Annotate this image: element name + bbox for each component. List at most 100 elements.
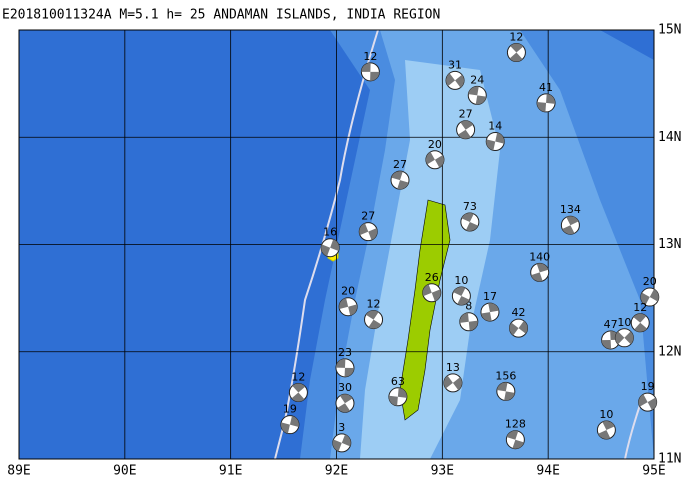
depth-label: 12	[633, 301, 647, 314]
beachball-wedge	[649, 289, 659, 302]
depth-label: 12	[291, 371, 305, 384]
depth-label: 12	[509, 31, 523, 44]
beachball-wedge	[321, 244, 331, 257]
depth-label: 20	[341, 285, 355, 298]
beachball: 13	[443, 361, 463, 393]
beachball: 41	[536, 81, 556, 113]
beachball-wedge	[431, 289, 441, 302]
depth-label: 10	[599, 408, 613, 421]
map-title: E201810011324A M=5.1 h= 25 ANDAMAN ISLAN…	[2, 8, 440, 23]
beachball-wedge	[459, 312, 469, 323]
depth-label: 26	[425, 271, 439, 284]
beachball: 26	[422, 271, 442, 303]
beachball-wedge	[602, 421, 615, 431]
lon-label: 91E	[219, 464, 242, 479]
depth-label: 27	[361, 210, 375, 223]
beachball-wedge	[475, 95, 487, 105]
lat-label: 14N	[658, 130, 681, 145]
beachball-wedge	[452, 377, 462, 391]
beachball: 19	[280, 403, 300, 435]
beachball: 20	[338, 285, 358, 317]
beachball: 156	[495, 369, 516, 401]
beachball: 42	[509, 306, 529, 338]
beachball-wedge	[495, 132, 505, 144]
depth-label: 128	[505, 418, 526, 431]
beachball-wedge	[292, 383, 306, 393]
lat-label: 13N	[658, 237, 681, 252]
lon-label: 95E	[642, 464, 665, 479]
beachball-wedge	[457, 295, 470, 305]
depth-label: 27	[393, 158, 407, 171]
beachball-wedge	[397, 180, 409, 190]
beachball: 10	[596, 408, 616, 440]
beachball-wedge	[335, 358, 346, 368]
depth-label: 3	[338, 421, 345, 434]
beachball-wedge	[453, 286, 466, 296]
beachball-wedge	[368, 319, 382, 329]
lat-label: 15N	[658, 23, 681, 38]
beachball-wedge	[633, 313, 647, 323]
depth-label: 19	[641, 380, 655, 393]
depth-label: 23	[338, 346, 352, 359]
beachball-wedge	[512, 439, 524, 449]
beachball-wedge	[458, 129, 471, 139]
depth-label: 73	[463, 200, 477, 213]
depth-label: 19	[283, 403, 297, 416]
beachball-wedge	[461, 212, 474, 222]
beachball-wedge	[330, 239, 340, 252]
beachball-wedge	[359, 223, 369, 236]
beachball: 73	[460, 200, 480, 232]
depth-label: 10	[454, 274, 468, 287]
beachball: 12	[630, 301, 650, 333]
beachball-wedge	[509, 322, 519, 336]
beachball-wedge	[348, 304, 358, 316]
beachball: 16	[320, 226, 340, 258]
beachball-wedge	[634, 322, 648, 332]
beachball-wedge	[291, 392, 305, 402]
beachball-wedge	[546, 93, 556, 104]
depth-label: 20	[428, 138, 442, 151]
lat-label: 11N	[658, 452, 681, 467]
beachball: 14	[485, 120, 505, 152]
beachball: 27	[358, 210, 378, 242]
beachball-wedge	[289, 415, 299, 427]
depth-label: 14	[488, 120, 502, 133]
beachball: 17	[480, 290, 500, 322]
trench	[624, 404, 641, 460]
beachball: 20	[425, 138, 445, 170]
lon-label: 94E	[536, 464, 559, 479]
beachball: 31	[445, 58, 465, 90]
depth-label: 140	[529, 250, 550, 263]
beachball-wedge	[341, 434, 351, 447]
beachball-wedge	[337, 403, 350, 413]
depth-label: 20	[643, 275, 657, 288]
depth-label: 63	[391, 375, 405, 388]
beachball-wedge	[425, 151, 435, 165]
depth-label: 16	[323, 226, 337, 239]
beachball-wedge	[488, 303, 499, 313]
depth-label: 13	[446, 361, 460, 374]
beachball: 10	[451, 274, 471, 306]
beachball: 3	[332, 421, 352, 453]
beachball-wedge	[391, 171, 403, 181]
beachball: 12	[506, 31, 526, 63]
andaman-islands	[399, 199, 451, 421]
beachball: 8	[459, 300, 479, 332]
beachball-wedge	[509, 52, 523, 62]
depth-label: 10	[617, 316, 631, 329]
beachball-wedge	[598, 430, 611, 440]
beachball-wedge	[506, 430, 519, 440]
beachball-wedge	[486, 139, 496, 151]
depth-label: 156	[495, 369, 516, 382]
beachball: 12	[360, 50, 380, 82]
beachball-wedge	[443, 375, 453, 389]
depth-label: 8	[465, 300, 472, 313]
beachball-wedge	[332, 439, 342, 452]
beachball-wedge	[562, 225, 575, 235]
depth-label: 12	[367, 298, 381, 311]
beachball-wedge	[344, 367, 354, 377]
beachball-wedge	[566, 216, 579, 226]
beachball: 140	[529, 250, 550, 282]
depth-label: 31	[448, 58, 462, 71]
beachball: 30	[335, 381, 355, 413]
